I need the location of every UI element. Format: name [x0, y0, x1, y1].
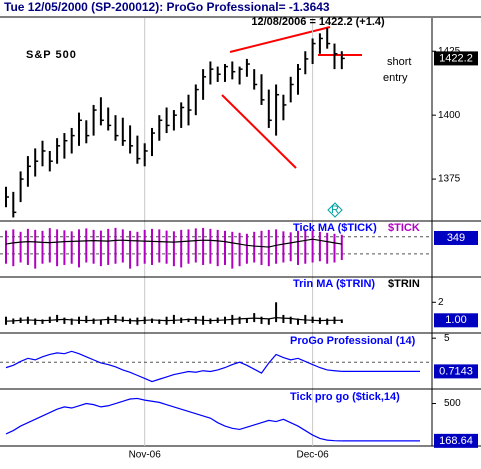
ma-line [5, 316, 342, 322]
indicator-line [5, 350, 342, 383]
value-box-label: 1422.2 [439, 52, 473, 64]
symbol-label: S&P 500 [26, 49, 77, 61]
value-box [434, 51, 478, 66]
value-box [434, 364, 478, 379]
value-box-label: 0.7143 [439, 365, 473, 377]
value-box [434, 230, 478, 245]
value-box [434, 433, 478, 448]
panel-title: ProGo Professional (14) [290, 335, 416, 347]
y-tick-label: 5 [444, 333, 450, 344]
y-tick-label: 1400 [438, 110, 461, 121]
x-tick-label: Dec-06 [296, 450, 329, 461]
indicator-line [5, 397, 342, 442]
panel-title: Trin MA ($TRIN) [293, 278, 375, 290]
y-tick-label: 1425 [438, 46, 461, 57]
panel-title: Tick MA ($TICK) [293, 222, 377, 234]
value-box-label: 349 [447, 232, 465, 244]
header: Tue 12/05/2000 (SP-200012): ProGo Profes… [4, 0, 330, 14]
trend-line [221, 94, 297, 169]
value-box-label: 168.64 [439, 435, 473, 447]
trend-line [229, 26, 331, 53]
series-label: $TICK [388, 222, 420, 234]
annotation-text: short entry [383, 56, 411, 84]
y-tick-label: 500 [444, 398, 461, 409]
last-bar-label: 12/08/2006 = 1422.2 (+1.4) [251, 16, 385, 28]
y-tick-label: 2 [438, 297, 444, 308]
series-label: $TRIN [388, 278, 420, 290]
svg-text:R: R [331, 204, 339, 216]
value-box-label: 1.00 [445, 314, 466, 326]
r-icon: R [327, 202, 343, 218]
panel-title: Tick pro go ($tick,14) [290, 391, 400, 403]
y-tick-label: 1375 [438, 174, 461, 185]
ma-line [5, 238, 342, 248]
x-tick-label: Nov-06 [129, 450, 162, 461]
value-box [434, 313, 478, 328]
